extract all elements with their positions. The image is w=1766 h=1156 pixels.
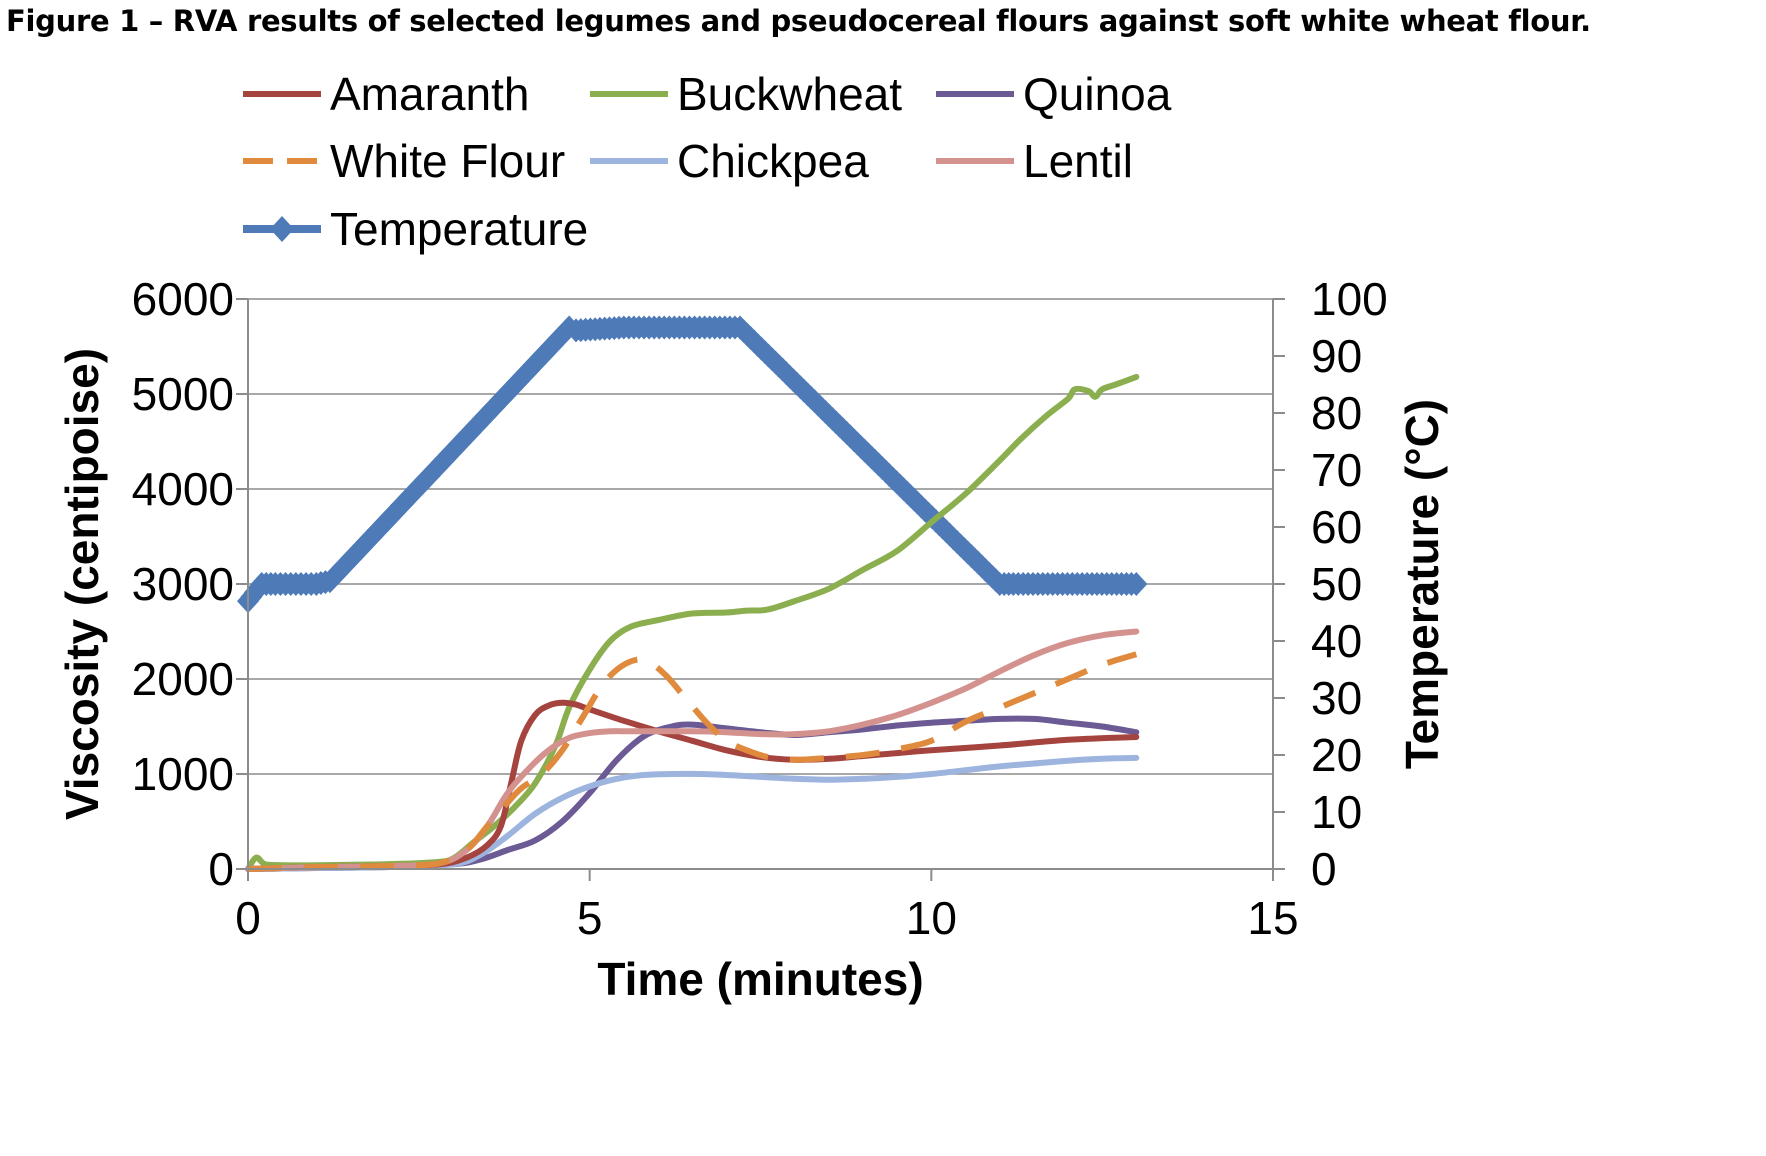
- y-tick-label: 2000: [132, 653, 234, 705]
- y2-tick-label: 70: [1311, 444, 1362, 496]
- legend-item-quinoa: Quinoa: [936, 68, 1172, 120]
- x-tick-label: 15: [1247, 892, 1298, 944]
- legend-item-lentil: Lentil: [936, 135, 1133, 187]
- y2-tick-label: 20: [1311, 729, 1362, 781]
- legend-item-buckwheat: Buckwheat: [590, 68, 902, 120]
- series-line-amaranth: [245, 699, 1140, 872]
- legend-label: Chickpea: [677, 135, 869, 187]
- y-axis-title: Viscosity (centipoise): [56, 348, 108, 820]
- legend-label: Buckwheat: [677, 68, 902, 120]
- series-line-temperature: [241, 319, 1137, 607]
- temperature-marker: [1125, 572, 1148, 596]
- series-line-lentil: [245, 628, 1140, 872]
- y2-tick-label: 40: [1311, 615, 1362, 667]
- y-tick-label: 3000: [132, 558, 234, 610]
- legend-item-temperature: Temperature: [243, 203, 588, 255]
- legend-marker: [270, 216, 294, 242]
- x-tick-label: 5: [577, 892, 603, 944]
- series-line-white-flour: [247, 651, 1138, 872]
- legend-label: Lentil: [1023, 135, 1133, 187]
- y2-tick-label: 30: [1311, 672, 1362, 724]
- axes: 0100020003000400050006000010203040506070…: [132, 273, 1388, 944]
- series-temperature: [237, 315, 1148, 614]
- x-axis-title: Time (minutes): [597, 953, 923, 1005]
- y2-tick-label: 50: [1311, 558, 1362, 610]
- y2-tick-label: 80: [1311, 387, 1362, 439]
- y2-axis-title: Temperature (°C): [1396, 399, 1448, 769]
- legend-label: Temperature: [330, 203, 588, 255]
- y2-tick-label: 100: [1311, 273, 1388, 325]
- y-tick-label: 5000: [132, 368, 234, 420]
- legend: Amaranth Buckwheat Quinoa White Flour Chickp…: [243, 68, 1172, 255]
- y-tick-label: 6000: [132, 273, 234, 325]
- legend-label: White Flour: [330, 135, 565, 187]
- series-lines: [237, 315, 1148, 872]
- legend-item-amaranth: Amaranth: [243, 68, 529, 120]
- y-tick-label: 0: [208, 843, 234, 895]
- legend-label: Quinoa: [1023, 68, 1172, 120]
- x-tick-label: 10: [906, 892, 957, 944]
- figure-title: Figure 1 – RVA results of selected legum…: [6, 4, 1591, 38]
- y-tick-label: 1000: [132, 748, 234, 800]
- legend-item-chickpea: Chickpea: [590, 135, 869, 187]
- y2-tick-label: 60: [1311, 501, 1362, 553]
- y-tick-label: 4000: [132, 463, 234, 515]
- x-tick-label: 0: [235, 892, 261, 944]
- y2-tick-label: 0: [1311, 843, 1337, 895]
- legend-label: Amaranth: [330, 68, 529, 120]
- legend-item-white-flour: White Flour: [243, 135, 565, 187]
- y2-tick-label: 90: [1311, 330, 1362, 382]
- series-line-buckwheat: [245, 373, 1140, 872]
- y2-tick-label: 10: [1311, 786, 1362, 838]
